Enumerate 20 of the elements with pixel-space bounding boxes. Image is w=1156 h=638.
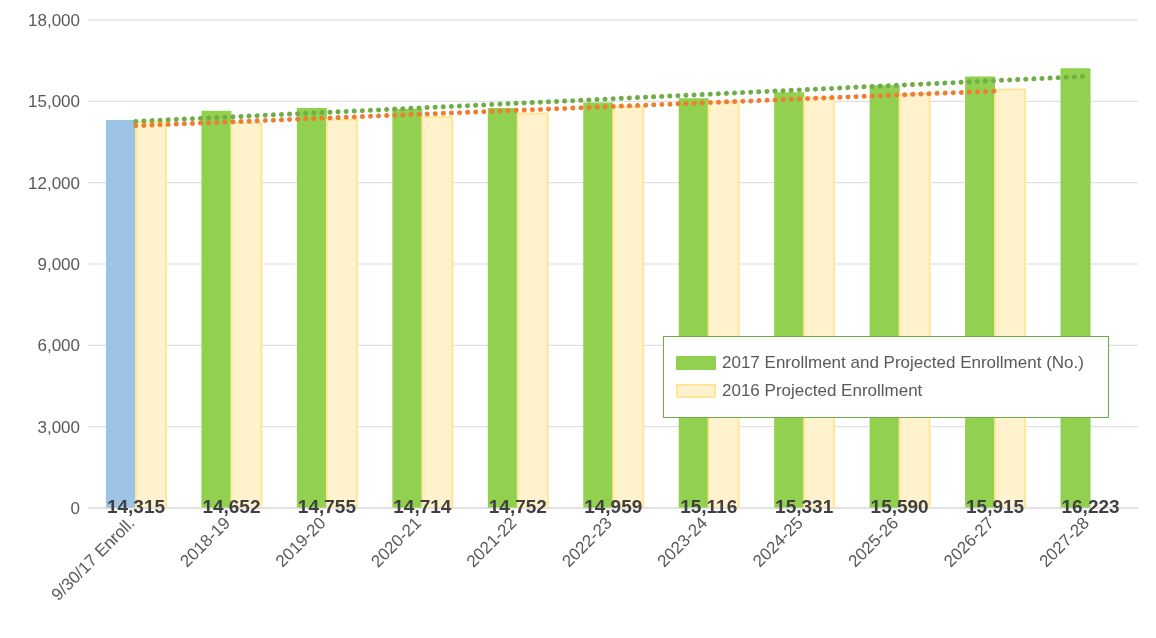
data-label: 14,714	[393, 496, 452, 517]
data-label: 14,652	[202, 496, 261, 517]
data-label: 15,590	[870, 496, 929, 517]
y-tick-label: 15,000	[28, 92, 80, 112]
data-label: 14,315	[106, 496, 166, 517]
data-label: 14,752	[488, 496, 547, 517]
y-tick-label: 0	[70, 499, 80, 519]
y-tick-label: 18,000	[28, 11, 80, 31]
y-tick-label: 6,000	[37, 336, 80, 356]
legend-label: 2016 Projected Enrollment	[722, 381, 923, 401]
data-label: 15,331	[775, 496, 834, 517]
y-tick-label: 3,000	[37, 417, 80, 437]
legend-label: 2017 Enrollment and Projected Enrollment (No.)	[722, 353, 1084, 373]
y-tick-label: 9,000	[37, 255, 80, 275]
y-tick-label: 12,000	[28, 173, 80, 193]
data-label: 15,116	[680, 496, 738, 517]
data-label: 16,223	[1061, 496, 1120, 517]
data-label: 15,915	[966, 496, 1025, 517]
data-label: 14,755	[297, 496, 357, 517]
data-label: 14,959	[584, 496, 643, 517]
